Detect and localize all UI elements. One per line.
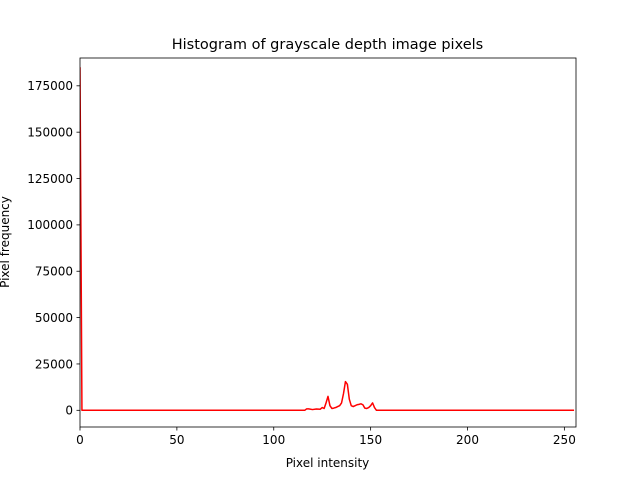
x-tick-label: 150 bbox=[359, 433, 382, 447]
y-axis-label: Pixel frequency bbox=[0, 196, 12, 288]
x-tick-label: 100 bbox=[262, 433, 285, 447]
chart-title: Histogram of grayscale depth image pixel… bbox=[172, 37, 483, 53]
y-tick-label: 175000 bbox=[27, 79, 73, 93]
y-tick-label: 100000 bbox=[27, 218, 73, 232]
y-tick-label: 25000 bbox=[35, 357, 73, 371]
x-tick-label: 0 bbox=[76, 433, 84, 447]
y-tick-label: 75000 bbox=[35, 265, 73, 279]
y-tick-label: 50000 bbox=[35, 311, 73, 325]
series-line-0 bbox=[80, 67, 575, 412]
plot-area: 0 50 100 150 200 250 0 25000 50000 75000 100000 125… bbox=[27, 57, 577, 447]
y-tick-label: 0 bbox=[65, 404, 73, 418]
plot-frame bbox=[79, 57, 577, 428]
y-tick-label: 125000 bbox=[27, 172, 73, 186]
y-tick-label: 150000 bbox=[27, 125, 73, 139]
x-tick-label: 50 bbox=[169, 433, 184, 447]
x-tick-label: 200 bbox=[456, 433, 479, 447]
x-tick-label: 250 bbox=[553, 433, 576, 447]
x-axis-label: Pixel intensity bbox=[286, 456, 370, 470]
